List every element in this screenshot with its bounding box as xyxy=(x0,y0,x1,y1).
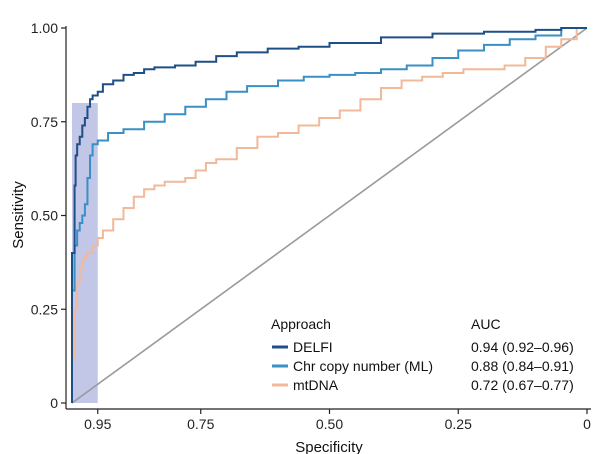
y-tick-label: 0.25 xyxy=(31,301,58,317)
axes-layer xyxy=(65,26,591,410)
legend-auc-title: AUC xyxy=(471,316,501,332)
legend-title: Approach xyxy=(271,316,331,332)
legend-auc-value: 0.94 (0.92–0.96) xyxy=(471,339,574,355)
y-tick-label: 0.75 xyxy=(31,114,58,130)
x-tick-label: 0.95 xyxy=(84,416,111,432)
diagonal-layer xyxy=(71,27,588,404)
legend-label: Chr copy number (ML) xyxy=(293,358,433,374)
highlight-region-layer xyxy=(72,103,98,403)
x-tick-label: 0.75 xyxy=(187,416,214,432)
y-tick-label: 0.50 xyxy=(31,208,58,224)
series-line-mtdna xyxy=(71,27,587,403)
legend-entries: DELFI 0.94 (0.92–0.96) Chr copy number (ML… xyxy=(272,339,574,393)
legend: Approach AUC DELFI 0.94 (0.92–0.96) Chr co… xyxy=(271,316,574,393)
legend-label: mtDNA xyxy=(293,377,339,393)
legend-auc-value: 0.72 (0.67–0.77) xyxy=(471,377,574,393)
y-axis-title: Sensitivity xyxy=(10,181,27,249)
series-line-delfi xyxy=(71,27,587,403)
y-tick-label: 0 xyxy=(50,395,58,411)
series-line-chr-copy-number-ml xyxy=(71,27,587,403)
y-tick-label: 1.00 xyxy=(31,20,58,36)
highlight-region xyxy=(72,103,98,403)
x-tick-label: 0.25 xyxy=(445,416,472,432)
x-ticks: 0.95 0.75 0.50 0.25 0 xyxy=(84,409,591,432)
legend-label: DELFI xyxy=(293,339,333,355)
legend-auc-value: 0.88 (0.84–0.91) xyxy=(471,358,574,374)
y-ticks: 0 0.25 0.50 0.75 1.00 xyxy=(31,20,66,411)
x-axis-title: Specificity xyxy=(295,439,363,454)
x-tick-label: 0 xyxy=(583,416,591,432)
x-tick-label: 0.50 xyxy=(316,416,343,432)
reference-diagonal xyxy=(71,27,588,404)
series-layer xyxy=(71,27,587,403)
